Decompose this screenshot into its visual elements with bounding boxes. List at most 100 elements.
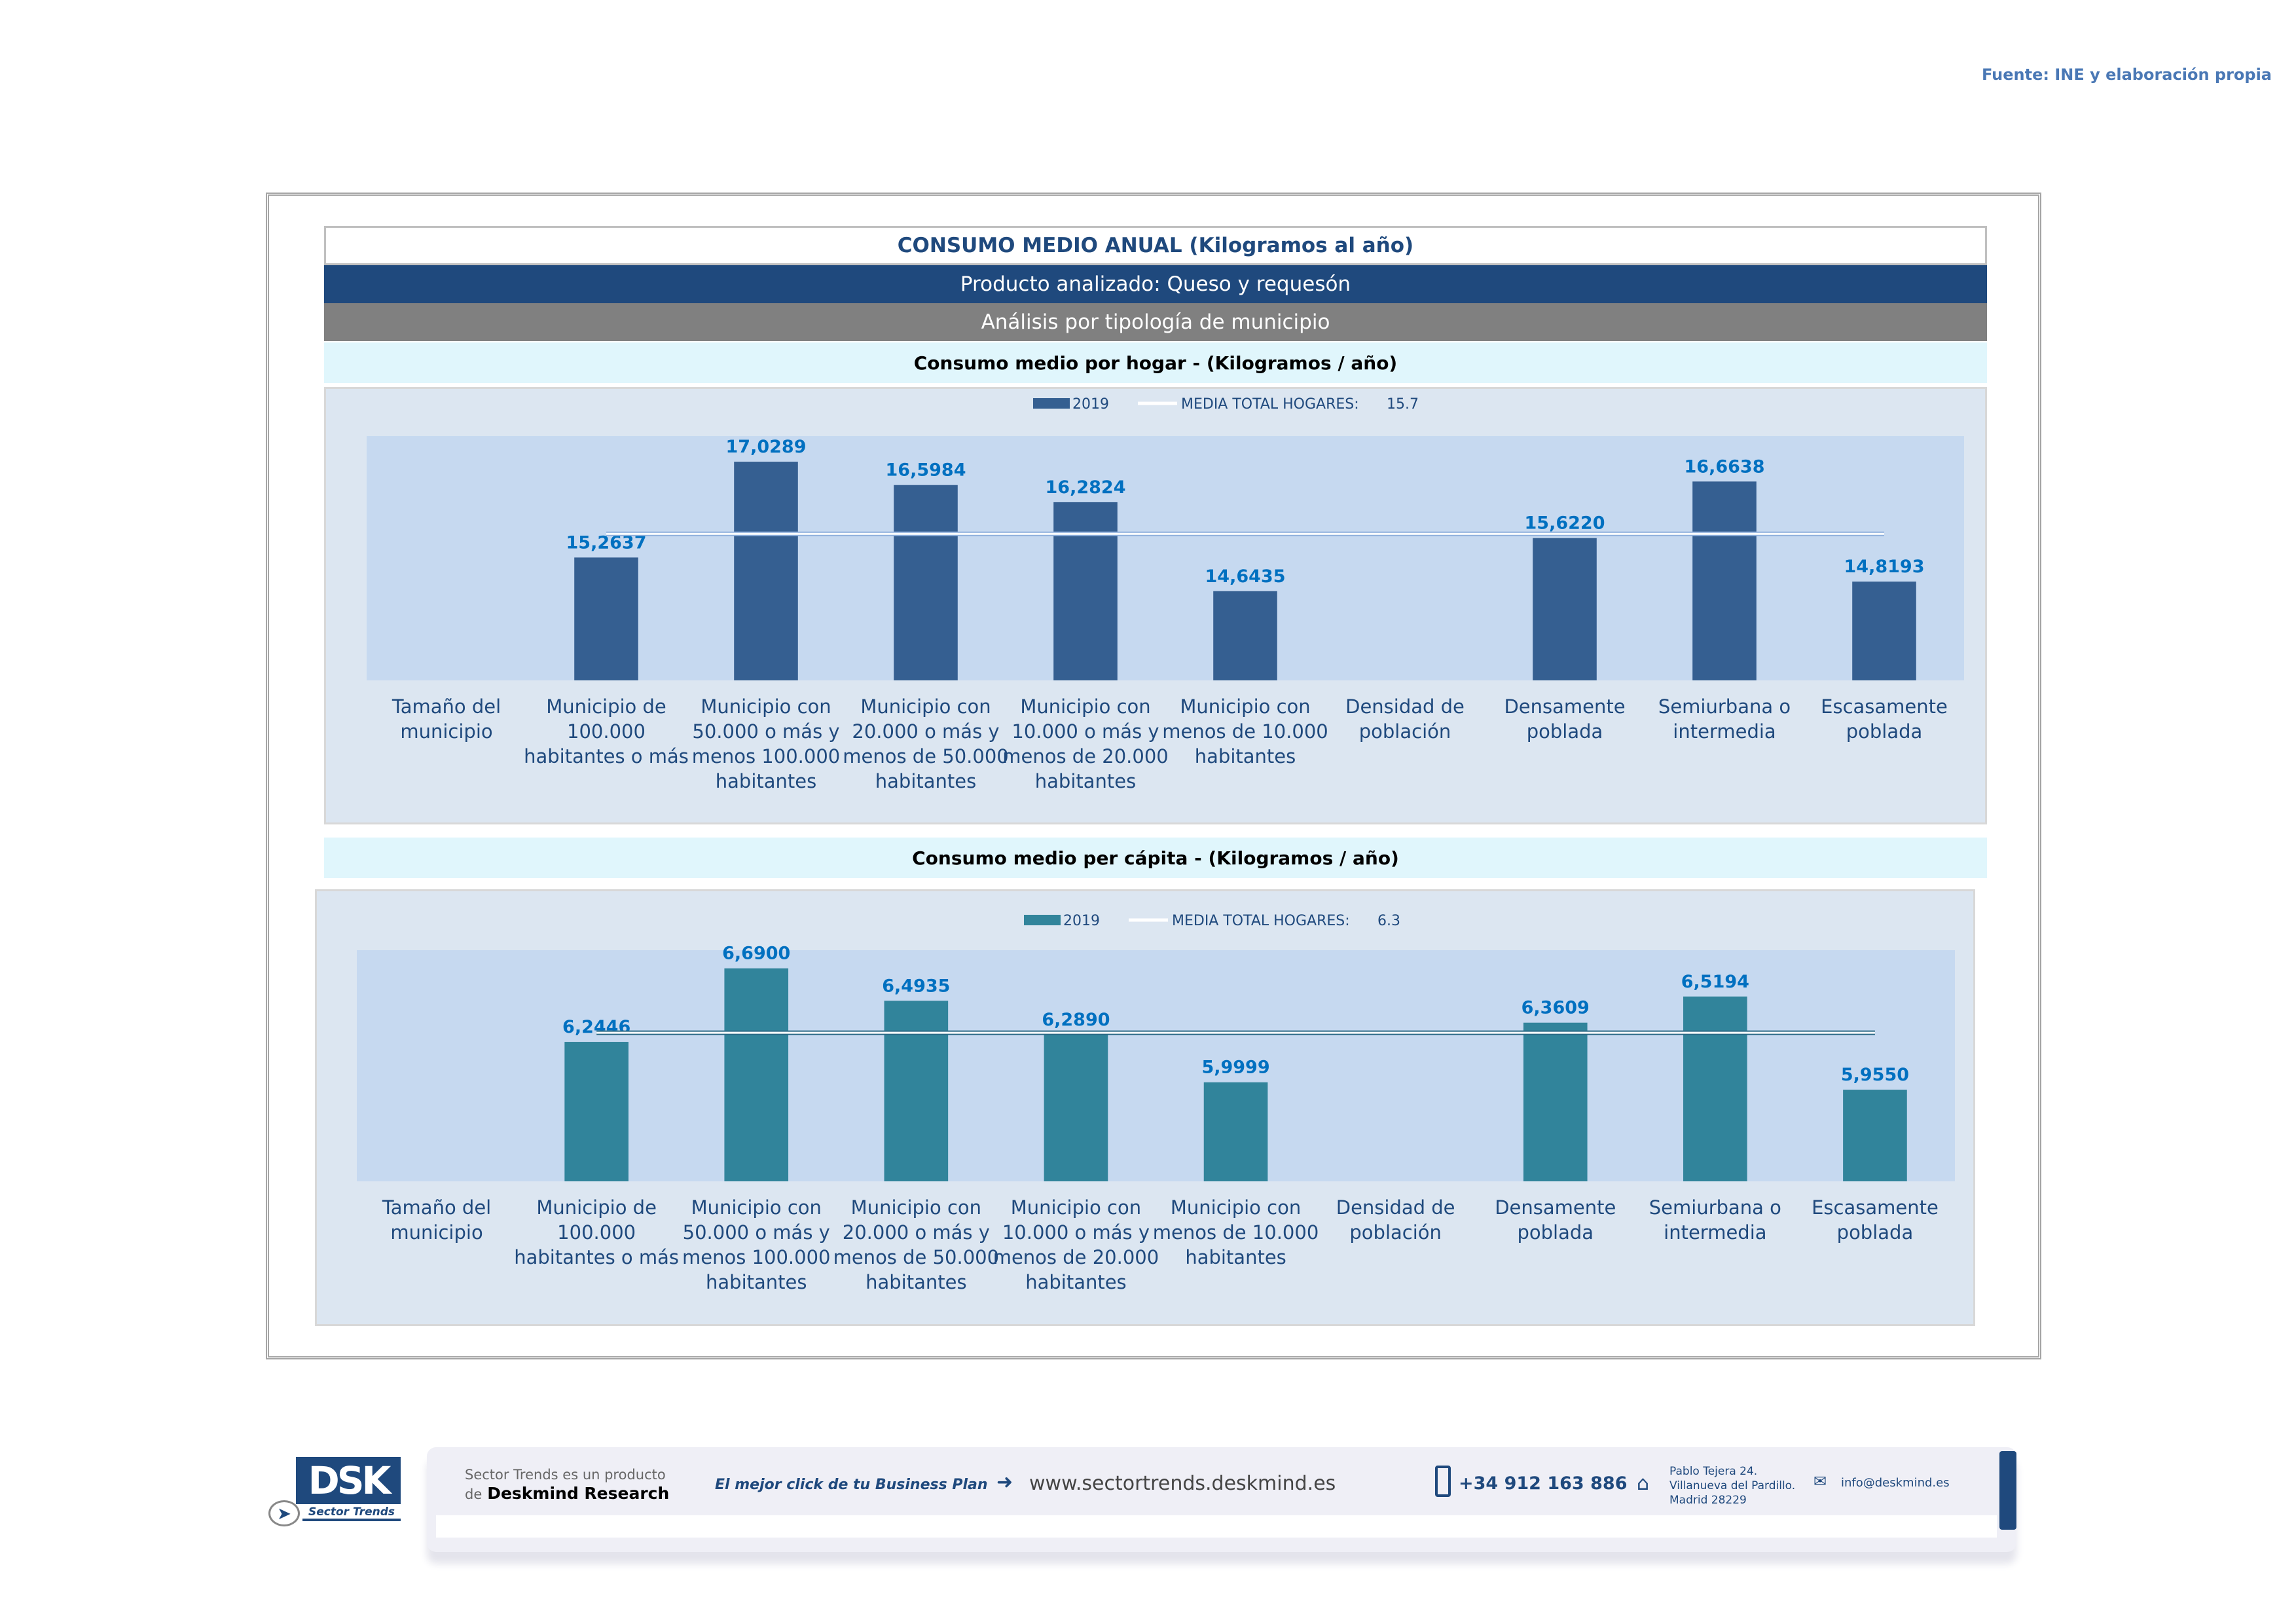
category-label: Semiurbana o — [1649, 1196, 1781, 1219]
category-label: habitantes — [1025, 1271, 1126, 1293]
bar — [724, 968, 789, 1181]
category-label: municipio — [390, 1221, 483, 1244]
category-label: habitantes — [1035, 770, 1136, 792]
legend-series-swatch — [1033, 398, 1070, 409]
category-label: intermedia — [1673, 720, 1776, 743]
link-icon: ➜ — [996, 1471, 1013, 1494]
bar — [1852, 581, 1916, 680]
footer-prefix: de — [465, 1486, 483, 1502]
category-label: población — [1349, 1221, 1442, 1244]
bar — [1044, 1034, 1108, 1181]
legend-series-swatch — [1024, 915, 1061, 925]
data-label: 14,6435 — [1205, 566, 1286, 587]
category-label: poblada — [1846, 720, 1923, 743]
bar — [1692, 481, 1757, 680]
category-label: Densamente — [1495, 1196, 1616, 1219]
category-label: 100.000 — [557, 1221, 636, 1244]
data-label: 16,5984 — [886, 460, 966, 481]
footer-email[interactable]: info@deskmind.es — [1841, 1476, 1950, 1490]
data-label: 16,2824 — [1046, 477, 1126, 498]
category-label: 100.000 — [567, 720, 646, 743]
category-label: habitantes — [866, 1271, 966, 1293]
phone-icon — [1435, 1466, 1451, 1497]
category-label: menos 100.000 — [682, 1246, 830, 1268]
legend-series-label: 2019 — [1063, 913, 1100, 929]
bar — [1683, 996, 1747, 1181]
bar — [1213, 591, 1277, 680]
chart2-panel: 2019 MEDIA TOTAL HOGARES: 6.3 Tamaño del mun… — [315, 889, 1975, 1326]
chart2-svg: 2019 MEDIA TOTAL HOGARES: 6.3 Tamaño delmun… — [357, 913, 1955, 1293]
category-label: habitantes — [875, 770, 976, 792]
category-label: habitantes — [716, 770, 816, 792]
category-label: 10.000 o más y — [1011, 720, 1159, 743]
legend-mean-value: 15.7 — [1387, 396, 1419, 413]
category-label: menos de 10.000 — [1153, 1221, 1319, 1244]
category-label: Municipio con — [851, 1196, 981, 1219]
bar — [564, 1042, 629, 1181]
chart2-title: Consumo medio per cápita - (Kilogramos /… — [324, 838, 1987, 878]
report-title: CONSUMO MEDIO ANUAL (Kilogramos al año) — [324, 226, 1987, 265]
category-label: habitantes o más — [514, 1246, 679, 1268]
category-label: habitantes o más — [524, 745, 689, 767]
bar — [1533, 538, 1597, 680]
category-label: Municipio con — [1171, 1196, 1301, 1219]
category-label: Municipio de — [536, 1196, 657, 1219]
home-icon: ⌂ — [1637, 1472, 1650, 1495]
category-label: menos de 50.000 — [843, 745, 1008, 767]
category-label: Densidad de — [1336, 1196, 1455, 1219]
footer-phone[interactable]: +34 912 163 886 — [1459, 1473, 1628, 1494]
category-label: Municipio de — [546, 695, 666, 718]
bar — [1053, 502, 1118, 680]
legend-series-label: 2019 — [1072, 396, 1109, 413]
product-banner: Producto analizado: Queso y requesón — [324, 265, 1987, 303]
category-label: Densidad de — [1345, 695, 1465, 718]
analysis-banner: Análisis por tipología de municipio — [324, 303, 1987, 341]
bar — [574, 557, 638, 680]
legend-mean-label: MEDIA TOTAL HOGARES: — [1172, 913, 1350, 929]
category-label: 20.000 o más y — [852, 720, 999, 743]
bar — [894, 485, 958, 680]
chart1-svg: 2019 MEDIA TOTAL HOGARES: 15.7 Tamaño delmu… — [367, 396, 1964, 792]
category-label: habitantes — [706, 1271, 807, 1293]
category-label: menos de 10.000 — [1162, 720, 1328, 743]
category-label: Escasamente — [1812, 1196, 1939, 1219]
data-label: 5,9550 — [1841, 1065, 1909, 1085]
data-label: 17,0289 — [726, 437, 807, 457]
footer-website[interactable]: www.sectortrends.deskmind.es — [1029, 1472, 1336, 1495]
category-label: Municipio con — [691, 1196, 822, 1219]
category-label: 20.000 o más y — [843, 1221, 990, 1244]
footer-address-1: Pablo Tejera 24. — [1669, 1465, 1758, 1478]
category-label: Municipio con — [860, 695, 991, 718]
category-label: Densamente — [1504, 695, 1625, 718]
category-label: menos de 20.000 — [993, 1246, 1159, 1268]
chart1-panel: 2019 MEDIA TOTAL HOGARES: 15.7 Tamaño del mu… — [324, 387, 1987, 824]
data-label: 6,6900 — [722, 944, 790, 964]
category-label: 10.000 o más y — [1002, 1221, 1150, 1244]
data-label: 6,5194 — [1681, 972, 1749, 992]
data-label: 6,3609 — [1522, 998, 1590, 1018]
footer-address-2: Villanueva del Pardillo. — [1669, 1479, 1796, 1492]
bar — [734, 462, 798, 680]
category-label: menos de 20.000 — [1002, 745, 1168, 767]
category-label: población — [1359, 720, 1451, 743]
category-label: Semiurbana o — [1658, 695, 1791, 718]
category-label: Municipio con — [1011, 1196, 1141, 1219]
category-label: Municipio con — [1180, 695, 1310, 718]
footer-band: Sector Trends es un producto de Deskmind… — [427, 1447, 2016, 1552]
data-label: 5,9999 — [1201, 1058, 1269, 1078]
bar — [1843, 1090, 1907, 1181]
category-label: Municipio con — [1020, 695, 1150, 718]
data-label: 6,4935 — [882, 976, 950, 996]
data-label: 15,6220 — [1525, 513, 1605, 534]
category-label: menos de 50.000 — [833, 1246, 999, 1268]
footer-address-3: Madrid 28229 — [1669, 1494, 1747, 1507]
category-label: municipio — [400, 720, 492, 743]
report-frame — [266, 193, 2041, 1359]
category-label: poblada — [1837, 1221, 1914, 1244]
data-label: 16,6638 — [1685, 456, 1765, 477]
category-label: menos 100.000 — [692, 745, 840, 767]
category-label: Tamaño del — [382, 1196, 491, 1219]
category-label: 50.000 o más y — [683, 1221, 830, 1244]
bar — [1203, 1082, 1268, 1181]
dsk-logo: DSK Sector Trends ➤ — [268, 1457, 403, 1526]
